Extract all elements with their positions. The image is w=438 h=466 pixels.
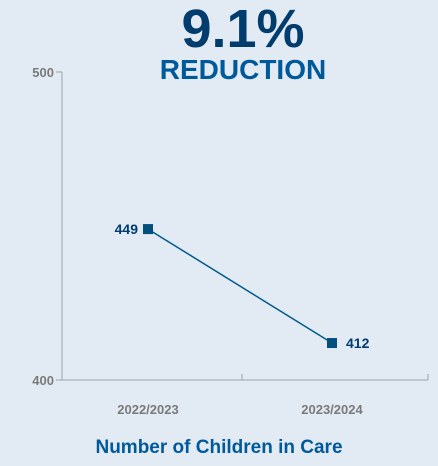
headline-label: REDUCTION: [159, 54, 327, 85]
x-tick-label-0: 2022/2023: [117, 402, 178, 417]
data-label-1: 412: [346, 335, 370, 351]
data-point-0: [143, 224, 153, 235]
x-tick-label-1: 2023/2024: [301, 402, 363, 417]
series-line: [147, 228, 333, 344]
data-label-0: 449: [115, 221, 139, 237]
y-tick-label-500: 500: [32, 65, 54, 80]
y-tick-label-400: 400: [32, 373, 54, 388]
headline-percentage: 9.1%: [181, 0, 305, 59]
data-point-1: [327, 338, 337, 349]
chart-title: Number of Children in Care: [95, 437, 343, 458]
